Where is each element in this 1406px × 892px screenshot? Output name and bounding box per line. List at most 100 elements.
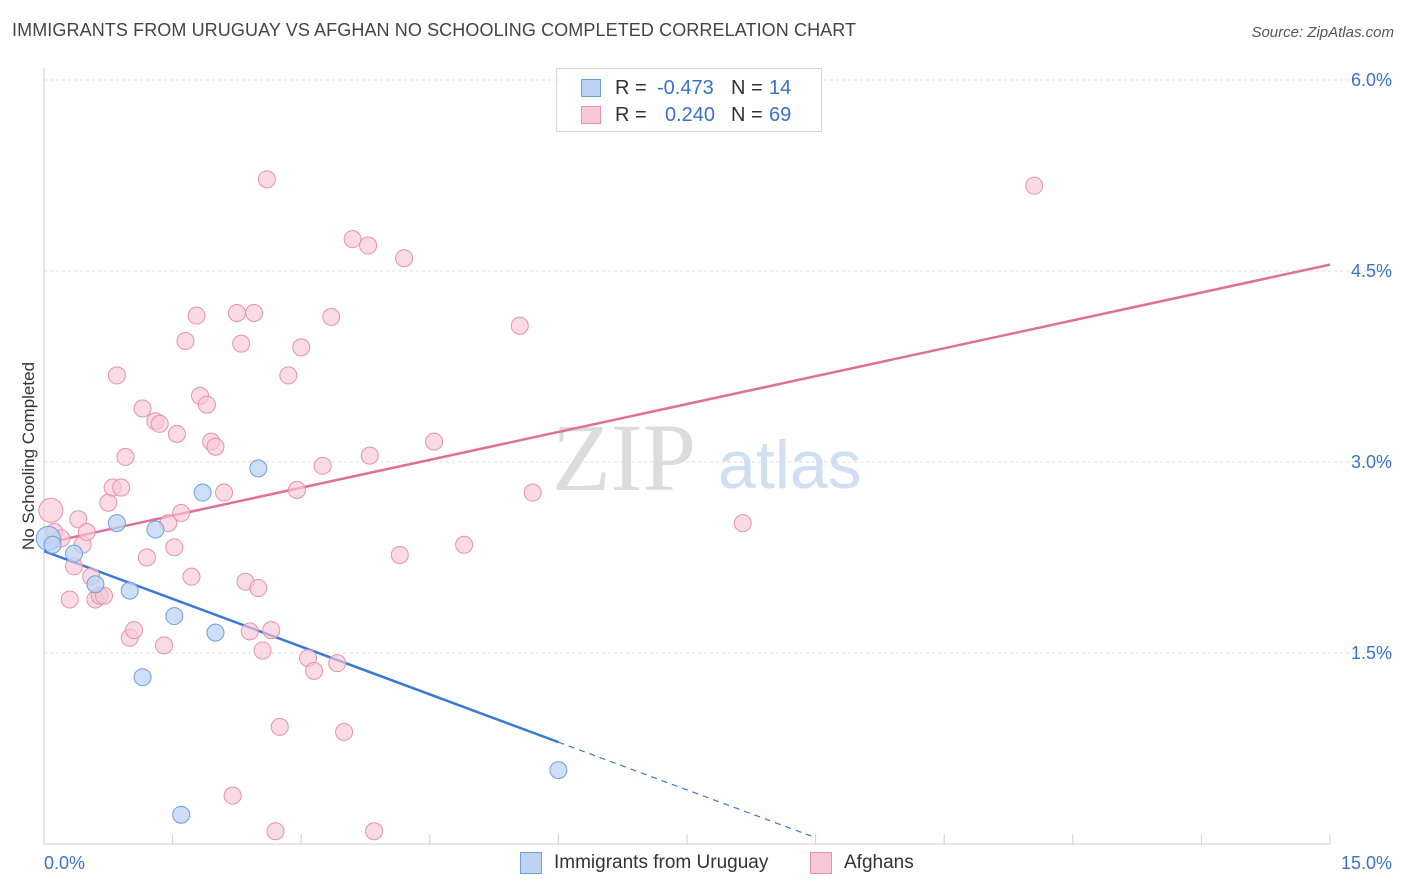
afghan-point	[245, 304, 264, 323]
afghan-point	[305, 661, 324, 680]
x-axis-ticks	[43, 834, 1331, 844]
afghan-point	[165, 538, 184, 557]
afghan-point	[425, 432, 444, 451]
afghan-point	[287, 481, 306, 500]
afghan-point	[215, 483, 234, 502]
uruguay-swatch	[581, 79, 601, 97]
n-value: 14	[769, 76, 792, 99]
afghan-swatch	[810, 852, 832, 874]
uruguay-points	[35, 459, 568, 824]
y-axis-tick-labels: 1.5% 3.0% 4.5% 6.0%	[1351, 70, 1392, 663]
afghan-point	[365, 822, 384, 841]
uruguay-trend-extension	[558, 741, 816, 839]
uruguay-point	[172, 805, 191, 824]
afghan-point	[360, 446, 379, 465]
y-axis-label: No Schooling Completed	[19, 362, 38, 550]
afghan-point	[137, 548, 156, 567]
afghan-point	[133, 399, 152, 418]
uruguay-point	[86, 575, 105, 594]
afghan-point	[322, 307, 341, 326]
y-tick-label: 1.5%	[1351, 643, 1392, 663]
afghan-point	[266, 822, 285, 841]
grid-lines	[44, 79, 1392, 654]
afghan-point	[359, 236, 378, 255]
afghan-trend-line	[43, 263, 1331, 545]
afghan-point	[206, 437, 225, 456]
afghan-point	[172, 503, 191, 522]
afghan-point	[270, 717, 289, 736]
uruguay-point	[120, 581, 139, 600]
afghan-point	[390, 545, 409, 564]
n-value: 69	[769, 103, 792, 126]
y-tick-label: 4.5%	[1351, 261, 1392, 281]
afghan-point	[262, 621, 281, 640]
n-label: N =	[731, 76, 763, 99]
afghan-swatch	[581, 106, 601, 124]
uruguay-point	[206, 623, 225, 642]
source-label: Source: ZipAtlas.com	[1251, 24, 1394, 41]
afghan-point	[240, 622, 259, 641]
y-tick-label: 3.0%	[1351, 452, 1392, 472]
n-label: N =	[731, 103, 763, 126]
uruguay-point	[65, 544, 84, 563]
uruguay-swatch	[520, 852, 542, 874]
afghan-point	[107, 366, 126, 385]
legend-row-uruguay: R = -0.473 N = 14	[581, 75, 791, 101]
afghan-point	[733, 514, 752, 533]
afghan-point	[335, 722, 354, 741]
afghan-point	[292, 338, 311, 357]
uruguay-point	[107, 514, 126, 533]
x-tick-label-min: 0.0%	[44, 853, 85, 873]
uruguay-point	[133, 668, 152, 687]
legend-item-afghans: Afghans	[810, 852, 914, 874]
r-value: 0.240	[665, 103, 716, 126]
afghan-point	[187, 306, 206, 325]
watermark-atlas: atlas	[718, 427, 862, 503]
afghan-point	[249, 579, 268, 598]
afghan-point	[155, 636, 174, 655]
afghan-point	[77, 523, 96, 542]
r-value: -0.473	[657, 76, 714, 99]
x-tick-label-max: 15.0%	[1341, 853, 1392, 873]
afghan-point	[99, 493, 118, 512]
y-tick-label: 6.0%	[1351, 70, 1392, 90]
afghan-point	[232, 334, 251, 353]
uruguay-point	[43, 535, 62, 554]
afghan-point	[197, 395, 216, 414]
afghan-point	[125, 621, 144, 640]
uruguay-point	[193, 483, 212, 502]
uruguay-point	[549, 761, 568, 780]
watermark-zip: ZIP	[552, 404, 696, 511]
afghan-point	[150, 414, 169, 433]
afghan-point	[395, 249, 414, 268]
afghan-point	[1025, 176, 1044, 195]
legend-label: Immigrants from Uruguay	[554, 852, 769, 873]
afghan-point	[253, 641, 272, 660]
r-label: R =	[615, 103, 647, 126]
afghan-point	[112, 478, 131, 497]
chart-title: IMMIGRANTS FROM URUGUAY VS AFGHAN NO SCH…	[12, 20, 857, 40]
uruguay-point	[165, 607, 184, 626]
r-label: R =	[615, 76, 647, 99]
correlation-legend: R = -0.473 N = 14 R = 0.240 N = 69	[556, 68, 822, 132]
afghan-point	[313, 456, 332, 475]
afghan-point	[116, 447, 135, 466]
afghan-point	[38, 497, 64, 523]
afghan-point	[523, 483, 542, 502]
afghan-point	[510, 316, 529, 335]
afghan-point	[223, 786, 242, 805]
uruguay-trend-line	[43, 549, 559, 744]
uruguay-point	[249, 459, 268, 478]
afghan-point	[176, 332, 195, 351]
afghan-point	[328, 654, 347, 673]
afghan-points	[38, 170, 1044, 841]
afghan-point	[455, 535, 474, 554]
legend-item-uruguay: Immigrants from Uruguay	[520, 852, 768, 874]
afghan-point	[279, 366, 298, 385]
legend-row-afghan: R = 0.240 N = 69	[581, 102, 791, 128]
afghan-point	[167, 424, 186, 443]
uruguay-point	[146, 520, 165, 539]
afghan-point	[182, 567, 201, 586]
afghan-point	[227, 304, 246, 323]
